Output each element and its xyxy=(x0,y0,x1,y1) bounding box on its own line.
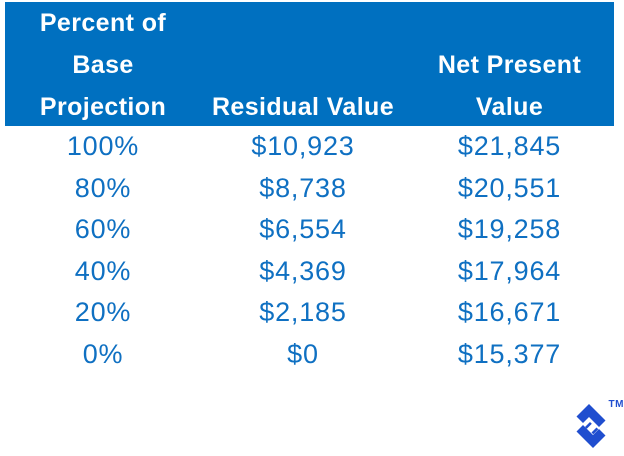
header-line: Residual Value xyxy=(211,93,395,121)
table-header: Percent of Base Projection Residual Valu… xyxy=(5,2,614,126)
cell-percent: 80% xyxy=(74,172,132,203)
header-line: Percent of xyxy=(39,9,167,37)
cell-percent: 20% xyxy=(74,297,132,327)
cell-npv: $21,845 xyxy=(457,131,562,161)
cell-residual: $10,923 xyxy=(251,131,355,161)
header-col-net-present-value: Net Present Value xyxy=(405,2,614,129)
brand-logo: TM xyxy=(574,399,623,448)
header-line: Base xyxy=(72,51,134,79)
header-col-percent-of-base-projection: Percent of Base Projection xyxy=(5,2,201,129)
table-body: 100% $10,923 $21,845 80% $8,738 $20,551 … xyxy=(5,126,614,375)
cell-residual: $8,738 xyxy=(259,172,347,203)
cell-npv: $20,551 xyxy=(457,172,562,203)
trademark-label: TM xyxy=(608,399,624,410)
cell-npv: $15,377 xyxy=(457,338,562,369)
cell-npv: $16,671 xyxy=(457,297,562,327)
header-line: Net Present xyxy=(437,51,582,79)
toptal-logo-icon xyxy=(576,404,606,448)
cell-residual: $4,369 xyxy=(259,255,347,286)
cell-npv: $19,258 xyxy=(457,214,562,244)
cell-percent: 100% xyxy=(66,131,140,161)
cell-residual: $0 xyxy=(287,338,319,369)
cell-residual: $2,185 xyxy=(259,297,347,327)
header-line: Projection xyxy=(39,93,167,121)
cell-residual: $6,554 xyxy=(259,214,347,244)
header-line: Value xyxy=(475,93,544,121)
cell-percent: 0% xyxy=(82,338,124,369)
cell-npv: $17,964 xyxy=(457,255,562,286)
header-col-residual-value: Residual Value xyxy=(201,2,405,129)
cell-percent: 60% xyxy=(74,214,132,244)
cell-percent: 40% xyxy=(74,255,132,286)
